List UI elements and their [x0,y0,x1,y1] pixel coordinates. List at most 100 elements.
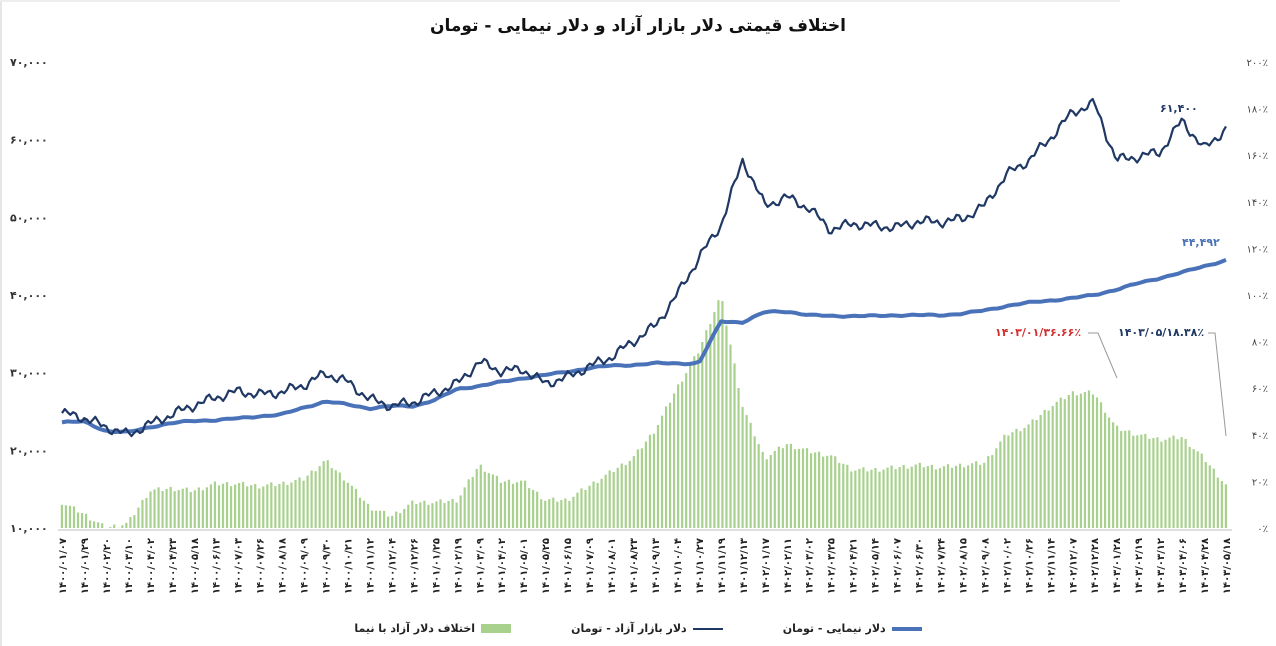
x-axis-tick: ۱۴۰۰/۰۲/۲۰ [102,538,113,594]
diff-bar [330,468,333,528]
x-axis-tick: ۱۴۰۰/۰۴/۰۲ [146,538,157,594]
x-axis-tick: ۱۴۰۰/۰۷/۰۳ [234,538,245,594]
diff-bar [862,467,865,528]
diff-bar [842,463,845,528]
diff-bar [294,479,297,528]
diff-bar [1156,437,1159,528]
diff-bar [310,470,313,528]
diff-bar [765,459,768,528]
diff-bar [354,488,358,528]
x-axis-tick: ۱۴۰۰/۱۲/۰۴ [387,538,398,594]
legend-item-diff: اختلاف دلار آزاد با نیما [354,622,512,635]
diff-bar [1091,394,1095,528]
diff-bar [1043,409,1046,528]
x-axis-tick: ۱۴۰۱/۱۱/۱۹ [717,538,728,594]
x-axis-tick: ۱۴۰۰/۰۳/۱۰ [124,538,135,594]
legend-swatch-free-market [692,627,723,630]
diff-bar [612,471,615,528]
diff-bar [318,466,321,528]
diff-bar [1176,439,1179,528]
diff-bar [411,500,414,528]
diff-bar [1103,412,1107,528]
x-axis-tick: ۱۴۰۳/۰۱/۲۸ [1112,538,1123,594]
right-axis-tick: ۱۴۰٪ [1247,198,1268,209]
diff-bar [483,471,486,528]
diff-bar [761,451,764,528]
x-axis-tick: ۱۴۰۲/۱۰/۰۲ [1002,538,1013,594]
diff-bar [515,482,519,528]
diff-bar [80,513,84,528]
diff-bar [729,344,732,528]
diff-bar [511,483,515,528]
left-frame-border [0,0,2,646]
diff-bar [733,363,736,528]
diff-bar [1132,435,1135,528]
diff-bar [934,469,938,528]
diff-bar [902,465,905,528]
diff-bar [757,444,760,528]
diff-bar [1196,451,1199,528]
diff-bar [850,471,853,528]
diff-bar [173,491,176,528]
diff-bar [608,470,611,528]
x-axis-tick: ۱۴۰۰/۰۹/۰۹ [300,538,311,594]
diff-bar [781,448,784,528]
diff-bar [399,513,402,528]
diff-bar [741,406,744,528]
diff-bar [596,483,599,528]
right-y-axis: ۲۰۰٪ ۱۸۰٪ ۱۶۰٪ ۱۴۰٪ ۱۲۰٪ ۱۰۰٪ ۸۰٪ ۶۰٪ ۴۰٪ ۲۰٪ ۰٪ [1247,58,1268,535]
diff-bar [1136,435,1139,528]
diff-bar [1112,422,1115,528]
diff-bar [544,500,547,528]
diff-bar [797,448,801,528]
diff-bar [995,448,998,528]
diff-bar [342,480,345,528]
diff-bar [1087,390,1091,528]
diff-bar [709,323,712,528]
diff-bar [938,468,942,528]
diff-bar [926,466,929,528]
diff-bar [149,491,152,528]
x-axis-tick: ۱۴۰۲/۰۶/۳۰ [915,538,926,594]
x-axis-labels: ۱۴۰۰/۰۱/۰۷ ۱۴۰۰/۰۱/۲۹ ۱۴۰۰/۰۲/۲۰ ۱۴۰۰/۰۳/۱۰… [58,538,1233,594]
diff-bar [443,503,446,528]
diff-bar [548,499,551,528]
diff-bar [491,474,494,528]
diff-bar [971,463,974,528]
diff-bar [693,356,696,528]
diff-bar [1015,428,1018,528]
diff-bar [467,479,470,528]
diff-last-annotation: ۱۴۰۳/۰۵/۱۸.۳۸٪ [1118,326,1204,339]
diff-bar [942,466,946,528]
diff-bar [507,479,511,528]
x-axis-tick: ۱۴۰۲/۰۷/۲۴ [936,538,947,594]
diff-bar [137,507,140,528]
diff-bar [975,461,978,528]
diff-bar [890,465,893,528]
x-axis-tick: ۱۴۰۲/۰۶/۰۷ [893,538,904,594]
diff-bar [1220,481,1223,528]
x-axis-tick: ۱۴۰۲/۰۳/۲۵ [827,538,838,594]
diff-bar [141,499,144,528]
diff-bar [262,486,265,528]
diff-bar [689,364,692,528]
diff-bar [592,481,595,528]
diff-bar [366,503,370,528]
diff-bar [415,504,418,528]
left-axis-tick: ۲۰,۰۰۰ [10,444,48,457]
diff-bar [1152,438,1155,528]
diff-bar [636,449,639,528]
legend-item-free-market: دلار بازار آزاد - تومان [571,622,723,635]
diff-bar [1011,432,1014,528]
diff-bar [427,504,430,528]
diff-bar [632,456,635,528]
legend-label-diff: اختلاف دلار آزاد با نیما [354,622,476,635]
diff-bar [387,516,390,528]
diff-bar [72,506,76,528]
x-axis-tick: ۱۴۰۱/۱۰/۲۷ [695,538,706,594]
diff-bar [753,436,756,528]
x-axis-tick: ۱۴۰۱/۰۸/۲۳ [629,538,640,594]
diff-bar [777,446,780,528]
diff-bar [894,469,897,528]
left-y-axis: ۷۰,۰۰۰ ۶۰,۰۰۰ ۵۰,۰۰۰ ۴۰,۰۰۰ ۳۰,۰۰۰ ۲۰,۰۰۰ ۱۰,۰… [10,56,48,535]
